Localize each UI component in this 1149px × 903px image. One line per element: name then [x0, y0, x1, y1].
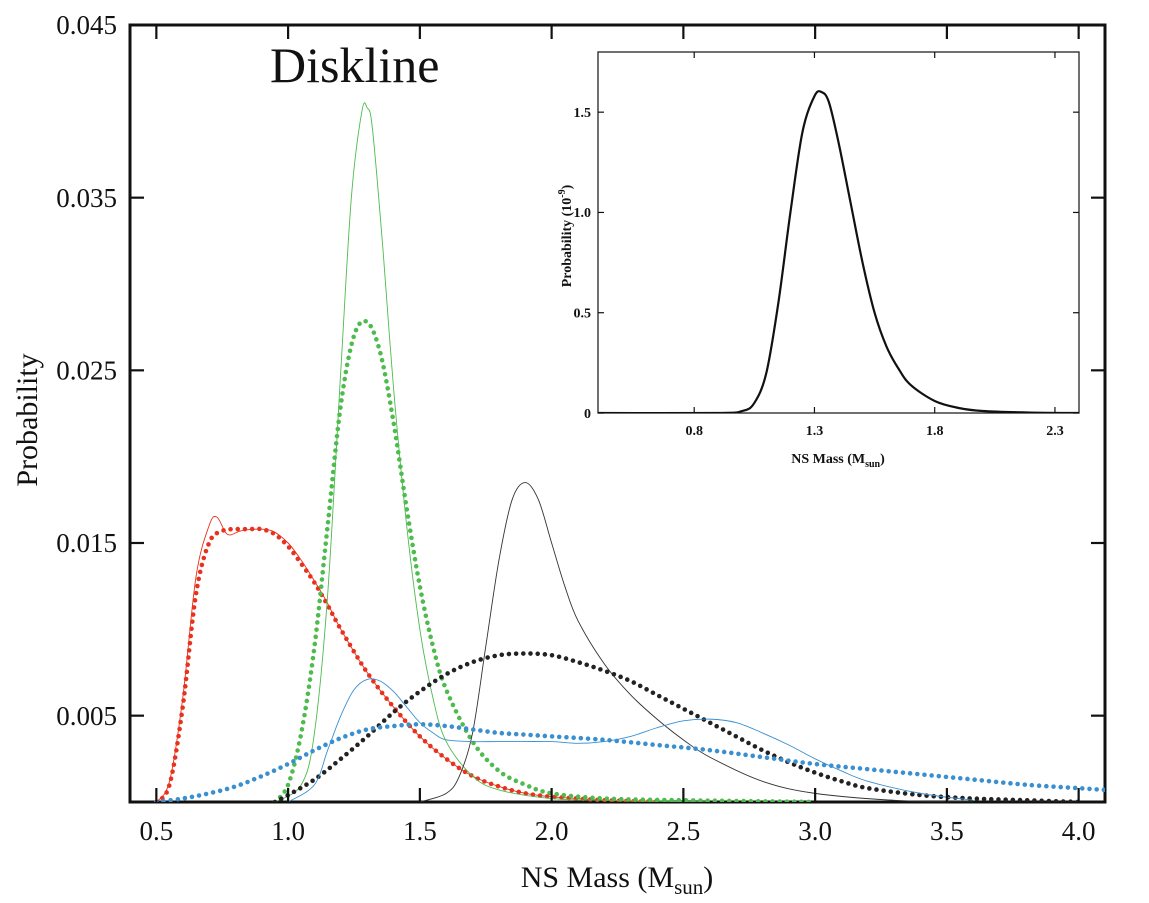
- main-x-tick-label: 2.5: [667, 816, 701, 846]
- inset-y-axis-label-text: Probability (10: [560, 198, 575, 288]
- x-axis-label-text: NS Mass: [521, 861, 630, 894]
- inset-y-tick-label: 0: [584, 407, 591, 422]
- inset-x-axis-label-sub: sun: [865, 459, 880, 470]
- y-axis-label: Probability: [11, 353, 44, 486]
- main-series-2-line: [154, 526, 660, 802]
- inset-plot: 0.8 1.3 1.8 2.3 0 0.5 1.0 1.5 NS Mass (Msun) Pr…: [557, 51, 1080, 470]
- inset-y-axis-label: Probability (10-9): [557, 184, 575, 287]
- main-series-4-line: [272, 318, 818, 802]
- main-series-5-line: [419, 482, 974, 802]
- main-x-tick-label: 3.0: [798, 816, 832, 846]
- main-y-tick-label: 0.015: [56, 528, 117, 558]
- main-series-7-line: [287, 678, 974, 802]
- x-axis-label-open-paren: (: [630, 861, 648, 894]
- inset-x-axis-label-close: ): [880, 452, 885, 467]
- x-axis-label-close-paren: ): [703, 861, 713, 894]
- inset-x-axis-label-text: NS Mass (: [791, 452, 852, 467]
- main-y-tick-label: 0.045: [56, 10, 117, 40]
- inset-x-axis-label: NS Mass (Msun): [791, 452, 885, 470]
- inset-y-tick-label: 1.0: [574, 206, 592, 221]
- inset-series-group: [598, 90, 1079, 413]
- main-y-tick-label: 0.025: [56, 356, 117, 386]
- inset-x-axis-label-base: M: [852, 452, 865, 467]
- chart-title: Diskline: [270, 37, 439, 93]
- main-series-6-line: [272, 651, 1081, 802]
- main-series-3-line: [274, 102, 710, 802]
- inset-y-tick-label: 1.5: [574, 106, 592, 121]
- main-ticks-group: 0.5 1.0 1.5 2.0 2.5 3.0 3.5 4.0 0.005 0.015 0.025 0…: [56, 10, 1105, 846]
- inset-y-tick-label: 0.5: [574, 306, 592, 321]
- main-series-group: [154, 102, 1105, 802]
- main-y-tick-label: 0.005: [56, 701, 117, 731]
- inset-x-tick-label: 1.8: [926, 424, 944, 439]
- inset-background: [598, 52, 1079, 413]
- inset-x-tick-label: 0.8: [685, 424, 703, 439]
- main-series-1-line: [155, 515, 658, 802]
- main-x-tick-label: 1.5: [403, 816, 437, 846]
- x-axis-label-base: M: [647, 861, 674, 894]
- inset-series-1-line: [598, 90, 1079, 413]
- x-axis-label: NS Mass (Msun): [521, 861, 714, 899]
- inset-x-tick-label: 2.3: [1046, 424, 1064, 439]
- inset-plot-frame: [597, 51, 1080, 414]
- main-x-tick-label: 2.0: [535, 816, 569, 846]
- main-x-tick-label: 1.0: [271, 816, 305, 846]
- inset-x-tick-label: 1.3: [806, 424, 824, 439]
- main-y-tick-label: 0.035: [56, 183, 117, 213]
- inset-ticks-group: 0.8 1.3 1.8 2.3 0 0.5 1.0 1.5: [574, 52, 1079, 439]
- main-x-tick-label: 4.0: [1062, 816, 1096, 846]
- main-x-tick-label: 3.5: [930, 816, 964, 846]
- x-axis-label-sub: sun: [674, 875, 704, 899]
- inset-y-axis-label-close: ): [560, 184, 575, 189]
- main-series-8-line: [154, 721, 1105, 802]
- main-plot: 0.5 1.0 1.5 2.0 2.5 3.0 3.5 4.0 0.005 0.015 0.025 0…: [11, 10, 1107, 899]
- inset-y-axis-label-sup: -9: [557, 189, 568, 197]
- main-x-tick-label: 0.5: [139, 816, 173, 846]
